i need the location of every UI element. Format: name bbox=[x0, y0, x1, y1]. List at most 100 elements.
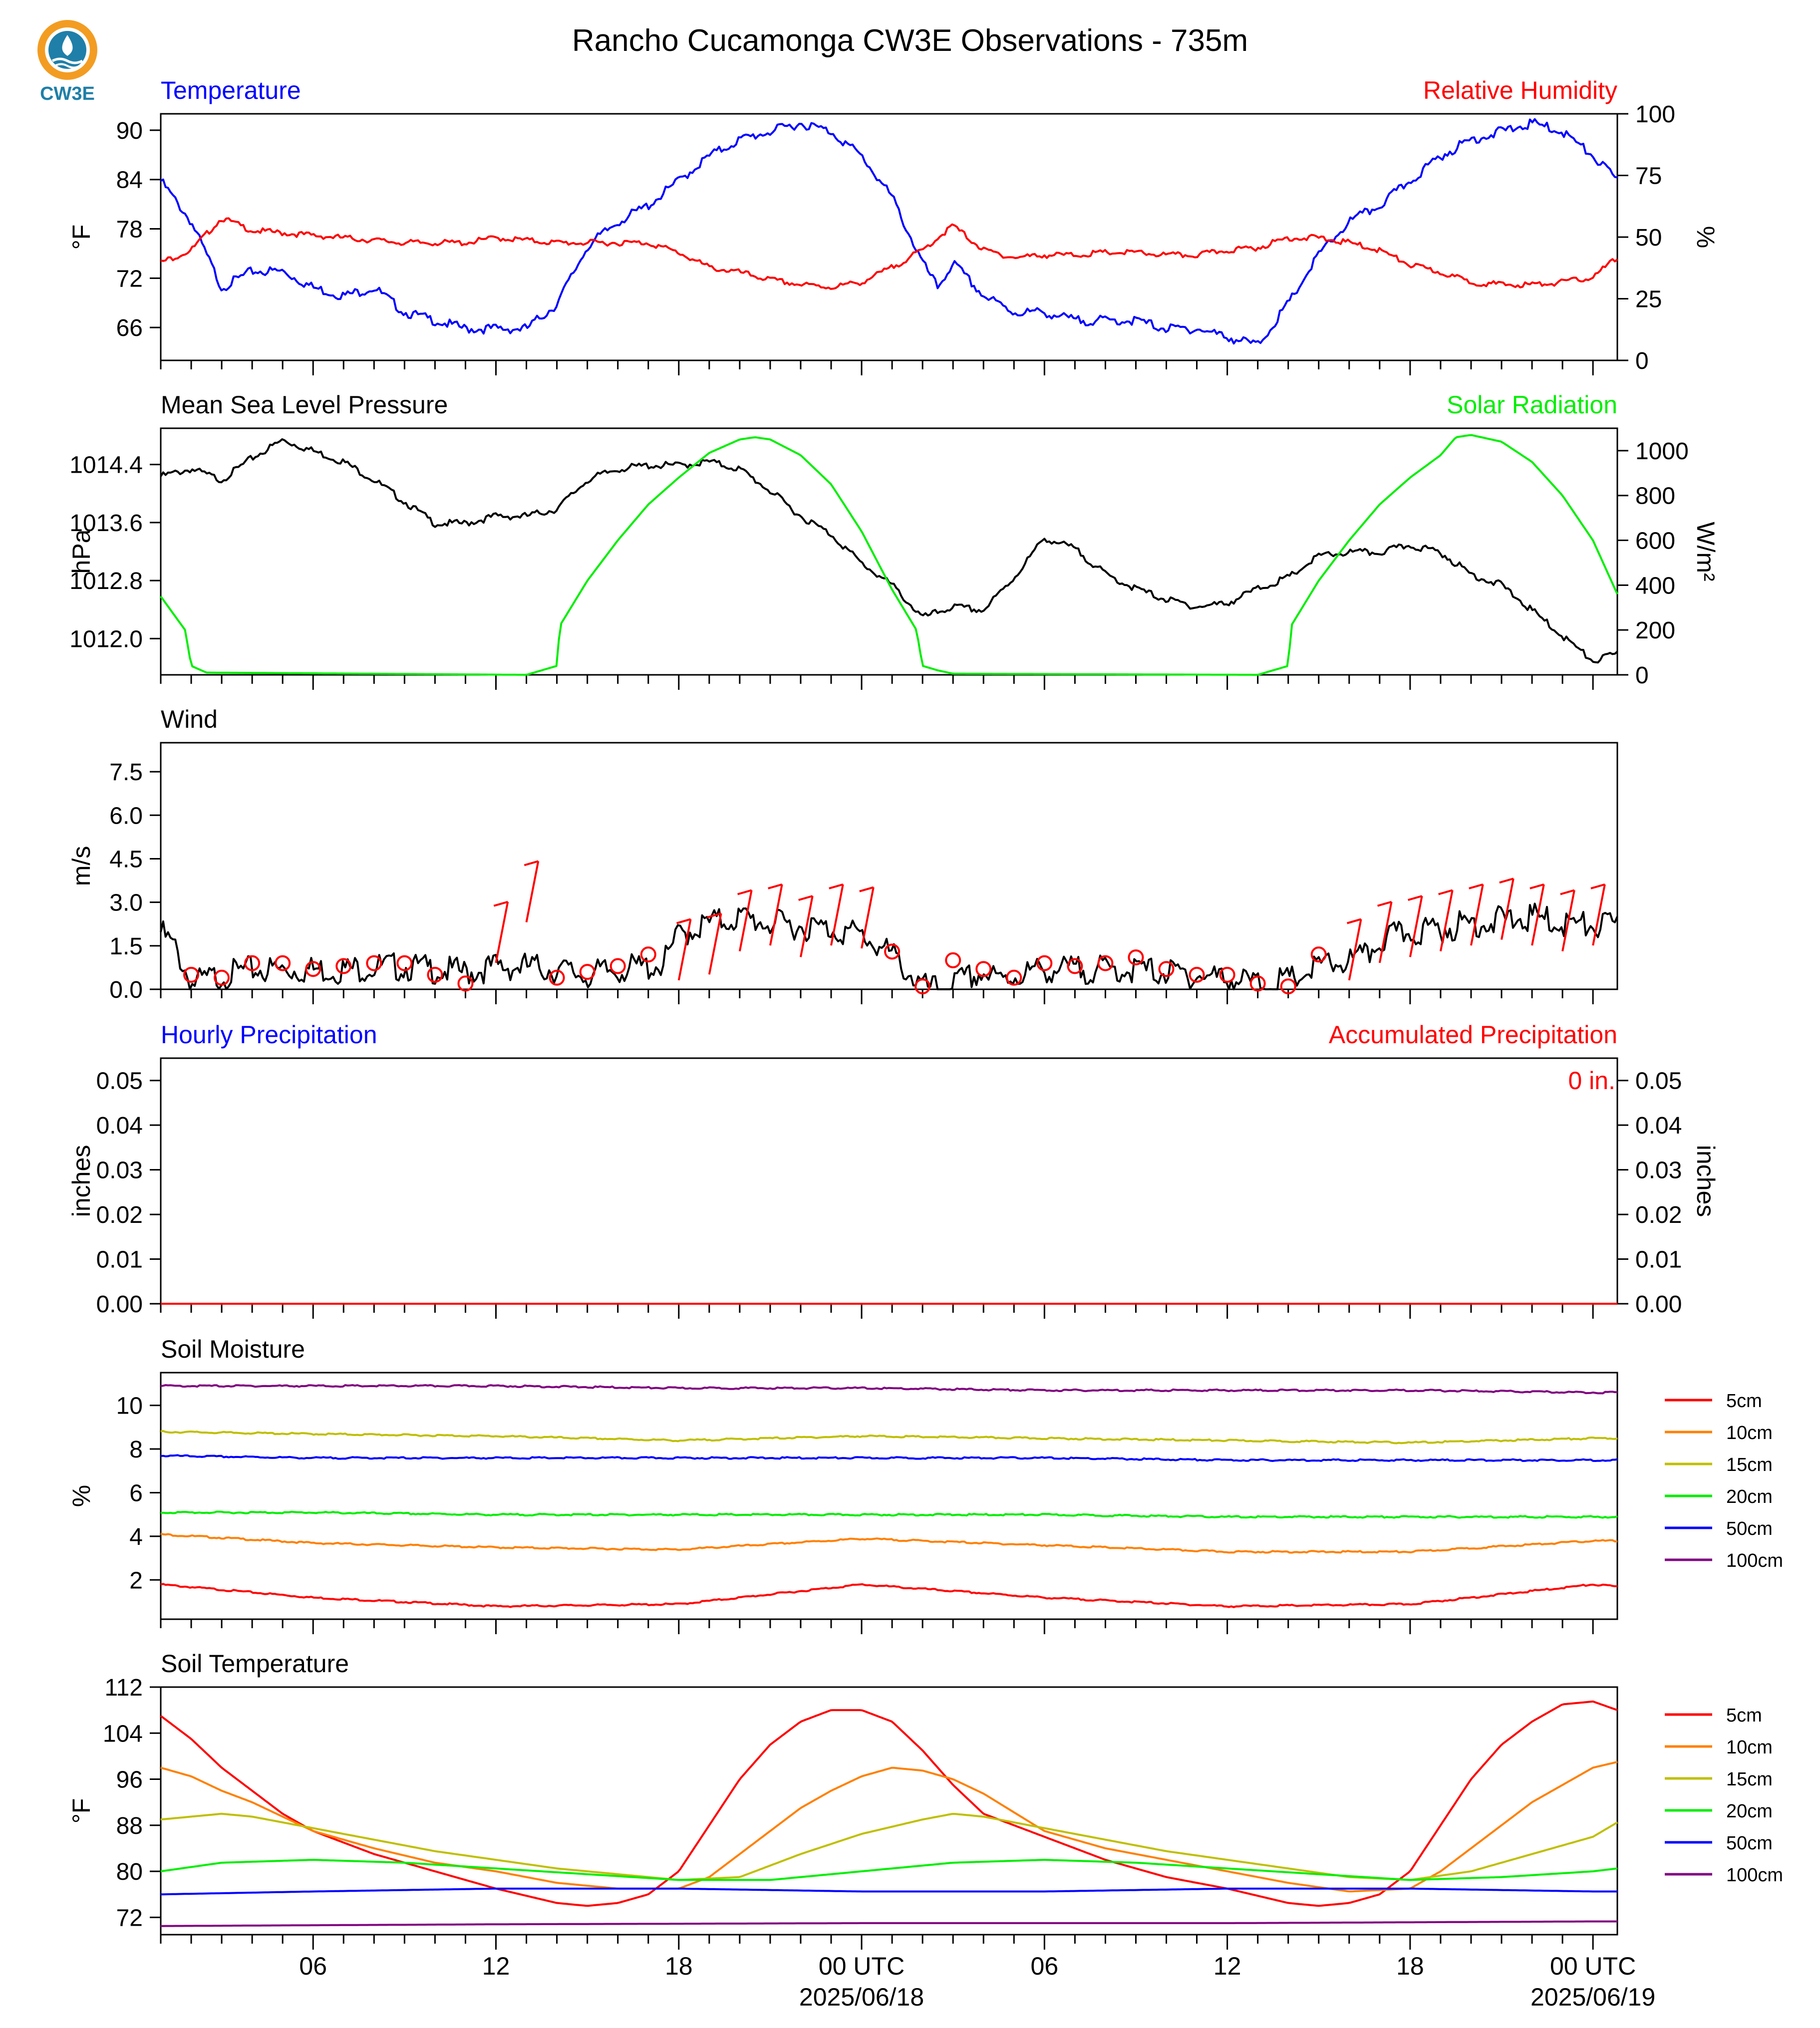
y-tick-label: 0.00 bbox=[96, 1291, 143, 1318]
wind-barb bbox=[1378, 901, 1393, 963]
series-line-20cm bbox=[160, 1510, 1618, 1519]
wind-calm-marker bbox=[914, 978, 931, 995]
wind-barb-flag bbox=[1499, 877, 1514, 884]
series-line-15cm bbox=[160, 1812, 1618, 1881]
wind-barb-flag bbox=[1590, 883, 1605, 889]
y-right-tick-label: 0.03 bbox=[1635, 1158, 1682, 1184]
logo-text: CW3E bbox=[40, 83, 95, 104]
legend-label: 15cm bbox=[1726, 1454, 1773, 1475]
legend-label: 100cm bbox=[1726, 1865, 1783, 1886]
wind-barb-flag bbox=[493, 900, 508, 907]
wind-calm-marker bbox=[396, 955, 413, 971]
y-right-tick-label: 800 bbox=[1635, 483, 1675, 510]
y-tick-label: 112 bbox=[104, 1675, 143, 1701]
panel-1: Temperature Relative Humidity 66 72 78 84 90 °F… bbox=[67, 76, 1720, 375]
y-tick-label: 66 bbox=[116, 315, 143, 341]
wind-barb bbox=[495, 901, 509, 963]
wind-barb-flag bbox=[676, 918, 691, 924]
logo-emblem-icon: CW3E bbox=[37, 20, 97, 104]
series-line-5cm bbox=[160, 1583, 1618, 1608]
wind-barb-flag bbox=[1469, 883, 1484, 889]
y-right-tick-label: 400 bbox=[1635, 573, 1675, 599]
wind-calm-marker bbox=[366, 955, 382, 971]
x-tick-label: 06 bbox=[299, 1952, 327, 1980]
series-line-pressure bbox=[160, 438, 1618, 664]
y-tick-label: 84 bbox=[116, 167, 143, 194]
plot-frame bbox=[160, 427, 1618, 676]
wind-calm-marker bbox=[305, 961, 321, 977]
y-tick-label: 0.02 bbox=[96, 1202, 143, 1228]
wind-calm-marker bbox=[640, 946, 656, 963]
y-tick-label: 6.0 bbox=[109, 803, 143, 829]
wind-barb bbox=[830, 884, 844, 946]
wind-calm-marker bbox=[1067, 958, 1083, 974]
legend-label: 5cm bbox=[1726, 1705, 1762, 1726]
series-line-5cm bbox=[160, 1700, 1618, 1907]
y-tick-label: 0.01 bbox=[96, 1247, 143, 1273]
plot-frame bbox=[160, 113, 1618, 361]
y-tick-label: 8 bbox=[129, 1437, 143, 1463]
wind-barb bbox=[677, 919, 692, 981]
legend-label: 50cm bbox=[1726, 1833, 1773, 1854]
wind-barb-flag bbox=[1377, 900, 1392, 907]
series-line-50cm bbox=[160, 1454, 1618, 1462]
y-axis-label: °F bbox=[67, 225, 95, 250]
wind-calm-marker bbox=[457, 975, 474, 992]
legend-label: 50cm bbox=[1726, 1518, 1773, 1539]
y-right-tick-label: 200 bbox=[1635, 617, 1675, 644]
wind-barb-flag bbox=[1438, 889, 1453, 895]
y-tick-label: 90 bbox=[116, 118, 143, 144]
y-tick-label: 1012.8 bbox=[69, 568, 143, 594]
y-right-axis-label: inches bbox=[1692, 1145, 1720, 1217]
wind-barb bbox=[1439, 890, 1454, 952]
y-right-tick-label: 1000 bbox=[1635, 438, 1689, 465]
y-axis-label: hPa bbox=[67, 529, 95, 574]
wind-calm-marker bbox=[183, 966, 200, 983]
series-line-100cm bbox=[161, 1920, 1617, 1927]
wind-calm-marker bbox=[1249, 975, 1266, 992]
wind-barb-flag bbox=[768, 883, 783, 889]
y-tick-label: 80 bbox=[116, 1859, 143, 1885]
wind-barb bbox=[1409, 895, 1423, 957]
series-line-10cm bbox=[160, 1532, 1618, 1554]
series-line-100cm bbox=[160, 1384, 1618, 1395]
y-tick-label: 10 bbox=[116, 1393, 143, 1420]
panel-3: Wind 0.0 1.5 3.0 4.5 6.0 7.5 m/s bbox=[67, 705, 1618, 1004]
precip-total-annotation: 0 in. bbox=[1568, 1067, 1615, 1095]
plot-frame bbox=[160, 1372, 1618, 1620]
wind-barb bbox=[1561, 890, 1575, 952]
x-tick-label: 12 bbox=[1213, 1952, 1241, 1980]
chart-title: Rancho Cucamonga CW3E Observations - 735… bbox=[572, 23, 1248, 58]
y-tick-label: 72 bbox=[116, 1905, 143, 1931]
panel-title-right: Solar Radiation bbox=[1447, 391, 1617, 419]
y-tick-label: 104 bbox=[103, 1721, 143, 1747]
x-tick-label: 18 bbox=[1396, 1952, 1424, 1980]
wind-calm-marker bbox=[579, 964, 596, 980]
panel-title-left: Soil Temperature bbox=[161, 1650, 349, 1678]
legend-label: 20cm bbox=[1726, 1801, 1773, 1822]
series-line-15cm bbox=[160, 1430, 1618, 1445]
wind-barb bbox=[800, 895, 814, 957]
y-right-tick-label: 0.00 bbox=[1635, 1291, 1682, 1318]
wind-calm-marker bbox=[1097, 955, 1114, 971]
plot-frame bbox=[160, 1057, 1618, 1305]
y-right-tick-label: 0.01 bbox=[1635, 1247, 1682, 1273]
panel-2: Mean Sea Level Pressure Solar Radiation 10… bbox=[67, 391, 1720, 690]
wind-barb-flag bbox=[1408, 895, 1423, 901]
wind-barb-flag bbox=[1529, 883, 1544, 889]
series-line-solar bbox=[160, 434, 1618, 676]
wind-barb bbox=[738, 890, 753, 952]
y-tick-label: 2 bbox=[129, 1567, 143, 1594]
x-tick-label: 00 UTC bbox=[1550, 1952, 1636, 1980]
wind-barb bbox=[1531, 884, 1545, 946]
panel-title-left: Soil Moisture bbox=[161, 1335, 305, 1363]
panel-title-left: Mean Sea Level Pressure bbox=[161, 391, 448, 419]
wind-barb-flag bbox=[1346, 918, 1362, 924]
wind-barb-flag bbox=[798, 895, 813, 901]
y-tick-label: 0.0 bbox=[109, 977, 143, 1003]
y-tick-label: 1.5 bbox=[109, 933, 143, 960]
cw3e-logo: CW3E bbox=[30, 15, 105, 105]
wind-barb bbox=[1501, 878, 1515, 940]
wind-calm-marker bbox=[1189, 966, 1205, 983]
